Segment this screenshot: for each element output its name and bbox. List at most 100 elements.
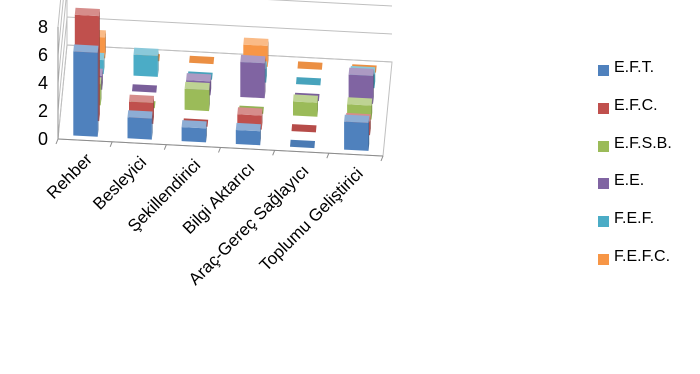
gridline bbox=[57, 0, 64, 56]
bar-flat bbox=[132, 84, 157, 93]
bar-top bbox=[235, 122, 261, 132]
bar-side bbox=[266, 61, 267, 83]
legend-item: E.F.S.B. bbox=[598, 134, 698, 172]
bar-side bbox=[373, 68, 374, 104]
chart-legend: E.F.T. E.F.C. E.F.S.B. E.E. F.E.F. F.E.F.C. bbox=[598, 58, 698, 285]
bar bbox=[293, 94, 318, 117]
y-tick-label: 2 bbox=[38, 101, 48, 121]
bar-top bbox=[127, 110, 153, 119]
bar-top bbox=[237, 107, 263, 116]
bar-side bbox=[370, 114, 371, 136]
bar-flat bbox=[290, 139, 315, 149]
bar bbox=[290, 139, 315, 149]
bar-side bbox=[317, 95, 318, 117]
x-axis-tick bbox=[218, 147, 221, 153]
legend-swatch bbox=[598, 178, 609, 190]
bar-top bbox=[133, 47, 159, 56]
bar-top bbox=[74, 7, 100, 17]
bar-side bbox=[157, 48, 159, 77]
bar-side bbox=[102, 68, 103, 90]
bar-side bbox=[209, 83, 210, 112]
bar-side bbox=[260, 124, 261, 146]
legend-swatch bbox=[598, 253, 609, 265]
legend-item: E.F.T. bbox=[598, 58, 698, 96]
bar-front bbox=[293, 101, 318, 117]
legend-swatch bbox=[598, 102, 609, 114]
bar-side bbox=[100, 77, 102, 106]
bar-front bbox=[344, 121, 369, 151]
bar-top bbox=[348, 67, 374, 76]
bar-top bbox=[240, 54, 266, 64]
bar-top bbox=[243, 37, 269, 46]
bar bbox=[296, 77, 321, 86]
legend-item: F.E.F.C. bbox=[598, 247, 698, 285]
y-axis-tick-labels: 0 2 4 6 8 bbox=[38, 17, 48, 149]
bar bbox=[344, 114, 370, 151]
bar-side bbox=[371, 98, 373, 120]
bar-side bbox=[99, 9, 100, 122]
bar-side bbox=[97, 45, 99, 137]
bar bbox=[132, 84, 157, 93]
bar bbox=[235, 122, 261, 146]
bar-side bbox=[368, 115, 370, 151]
bar bbox=[73, 44, 99, 137]
bar-front bbox=[348, 74, 373, 104]
bar-side bbox=[153, 95, 154, 124]
legend-label: E.F.T. bbox=[614, 59, 655, 76]
bar-flat bbox=[297, 61, 323, 70]
x-axis-tick bbox=[163, 144, 167, 150]
gridline bbox=[57, 16, 393, 112]
bar-side bbox=[374, 67, 376, 89]
bar-side bbox=[264, 56, 266, 99]
bar-front bbox=[127, 117, 152, 140]
y-tick-label: 6 bbox=[38, 45, 48, 65]
legend-swatch bbox=[598, 140, 609, 152]
bar bbox=[297, 61, 323, 70]
bar-side bbox=[261, 108, 263, 130]
legend-label: E.F.C. bbox=[614, 96, 658, 114]
bar-top bbox=[181, 120, 207, 129]
bar-front bbox=[73, 51, 98, 137]
chart-floor bbox=[57, 44, 393, 157]
legend-label: F.E.F.C. bbox=[614, 247, 671, 265]
bar-side bbox=[105, 30, 106, 59]
bar-side bbox=[206, 121, 207, 143]
bar-side bbox=[210, 74, 212, 96]
bar-top bbox=[186, 73, 212, 82]
gridline bbox=[57, 0, 393, 84]
bar-flat bbox=[296, 77, 321, 86]
x-axis-tick bbox=[55, 138, 59, 145]
x-axis-tick bbox=[272, 150, 276, 156]
bar bbox=[348, 67, 374, 104]
bar-flat bbox=[189, 55, 215, 65]
bar-front bbox=[235, 130, 261, 146]
legend-label: E.F.S.B. bbox=[614, 134, 672, 152]
bar-front bbox=[184, 88, 209, 112]
bar bbox=[240, 54, 266, 99]
legend-swatch bbox=[598, 65, 609, 76]
bar-top bbox=[347, 97, 373, 106]
x-tick-label: Toplumu Geliştirici bbox=[256, 164, 367, 275]
chart-walls-gridlines bbox=[55, 0, 393, 162]
bar-top bbox=[293, 94, 318, 103]
gridline bbox=[57, 44, 393, 140]
legend-item: E.E. bbox=[598, 171, 698, 209]
bar-front bbox=[133, 54, 158, 77]
bar-side bbox=[103, 53, 105, 75]
bar-front bbox=[240, 62, 265, 99]
bar bbox=[291, 124, 317, 133]
bar-top bbox=[184, 81, 210, 91]
bar-side bbox=[151, 111, 153, 140]
legend-label: F.E.F. bbox=[614, 210, 655, 228]
chart-bars bbox=[73, 7, 377, 151]
bar-front bbox=[181, 127, 206, 143]
bar bbox=[133, 47, 159, 77]
x-axis-tick bbox=[326, 152, 330, 159]
legend-swatch bbox=[598, 216, 609, 228]
bar-top bbox=[129, 94, 154, 103]
bar bbox=[181, 120, 207, 143]
bar-top bbox=[73, 44, 99, 53]
y-tick-label: 4 bbox=[38, 73, 48, 93]
bar-top bbox=[344, 114, 370, 123]
